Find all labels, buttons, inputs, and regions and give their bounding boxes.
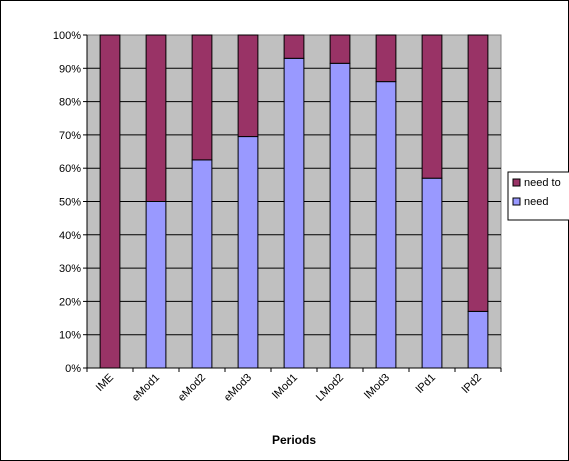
y-tick-label: 20%: [59, 296, 81, 308]
bar-segment-need-to: [284, 35, 304, 58]
y-tick-label: 70%: [59, 130, 81, 142]
y-tick-label: 40%: [59, 230, 81, 242]
y-tick-label: 90%: [59, 63, 81, 75]
y-tick-label: 80%: [59, 97, 81, 109]
bar-segment-need-to: [192, 35, 212, 160]
bar-segment-need-to: [146, 35, 166, 202]
bars: [100, 35, 488, 368]
y-tick-label: 50%: [59, 197, 81, 209]
legend-label: need to: [524, 177, 561, 189]
legend-label: need: [524, 196, 548, 208]
legend: need to need: [508, 172, 569, 220]
y-tick-label: 60%: [59, 163, 81, 175]
bar-segment-need-to: [238, 35, 258, 137]
bar-segment-need: [422, 178, 442, 368]
bar-segment-need-to: [422, 35, 442, 178]
bar-segment-need: [238, 137, 258, 368]
y-tick-label: 0%: [65, 363, 81, 375]
bar-segment-need: [468, 311, 488, 368]
bar-segment-need-to: [376, 35, 396, 82]
bar-segment-need: [146, 202, 166, 369]
x-axis-title: Periods: [272, 433, 316, 447]
legend-swatch: [513, 179, 520, 186]
bar-segment-need-to: [330, 35, 350, 63]
bar-segment-need: [330, 63, 350, 368]
bar-segment-need-to: [100, 35, 120, 368]
y-tick-label: 30%: [59, 263, 81, 275]
bar-segment-need: [192, 160, 212, 368]
bar-segment-need: [284, 58, 304, 368]
y-tick-label: 10%: [59, 330, 81, 342]
bar-segment-need-to: [468, 35, 488, 311]
legend-swatch: [513, 198, 520, 205]
bar-segment-need: [376, 82, 396, 368]
y-tick-label: 100%: [53, 30, 81, 42]
